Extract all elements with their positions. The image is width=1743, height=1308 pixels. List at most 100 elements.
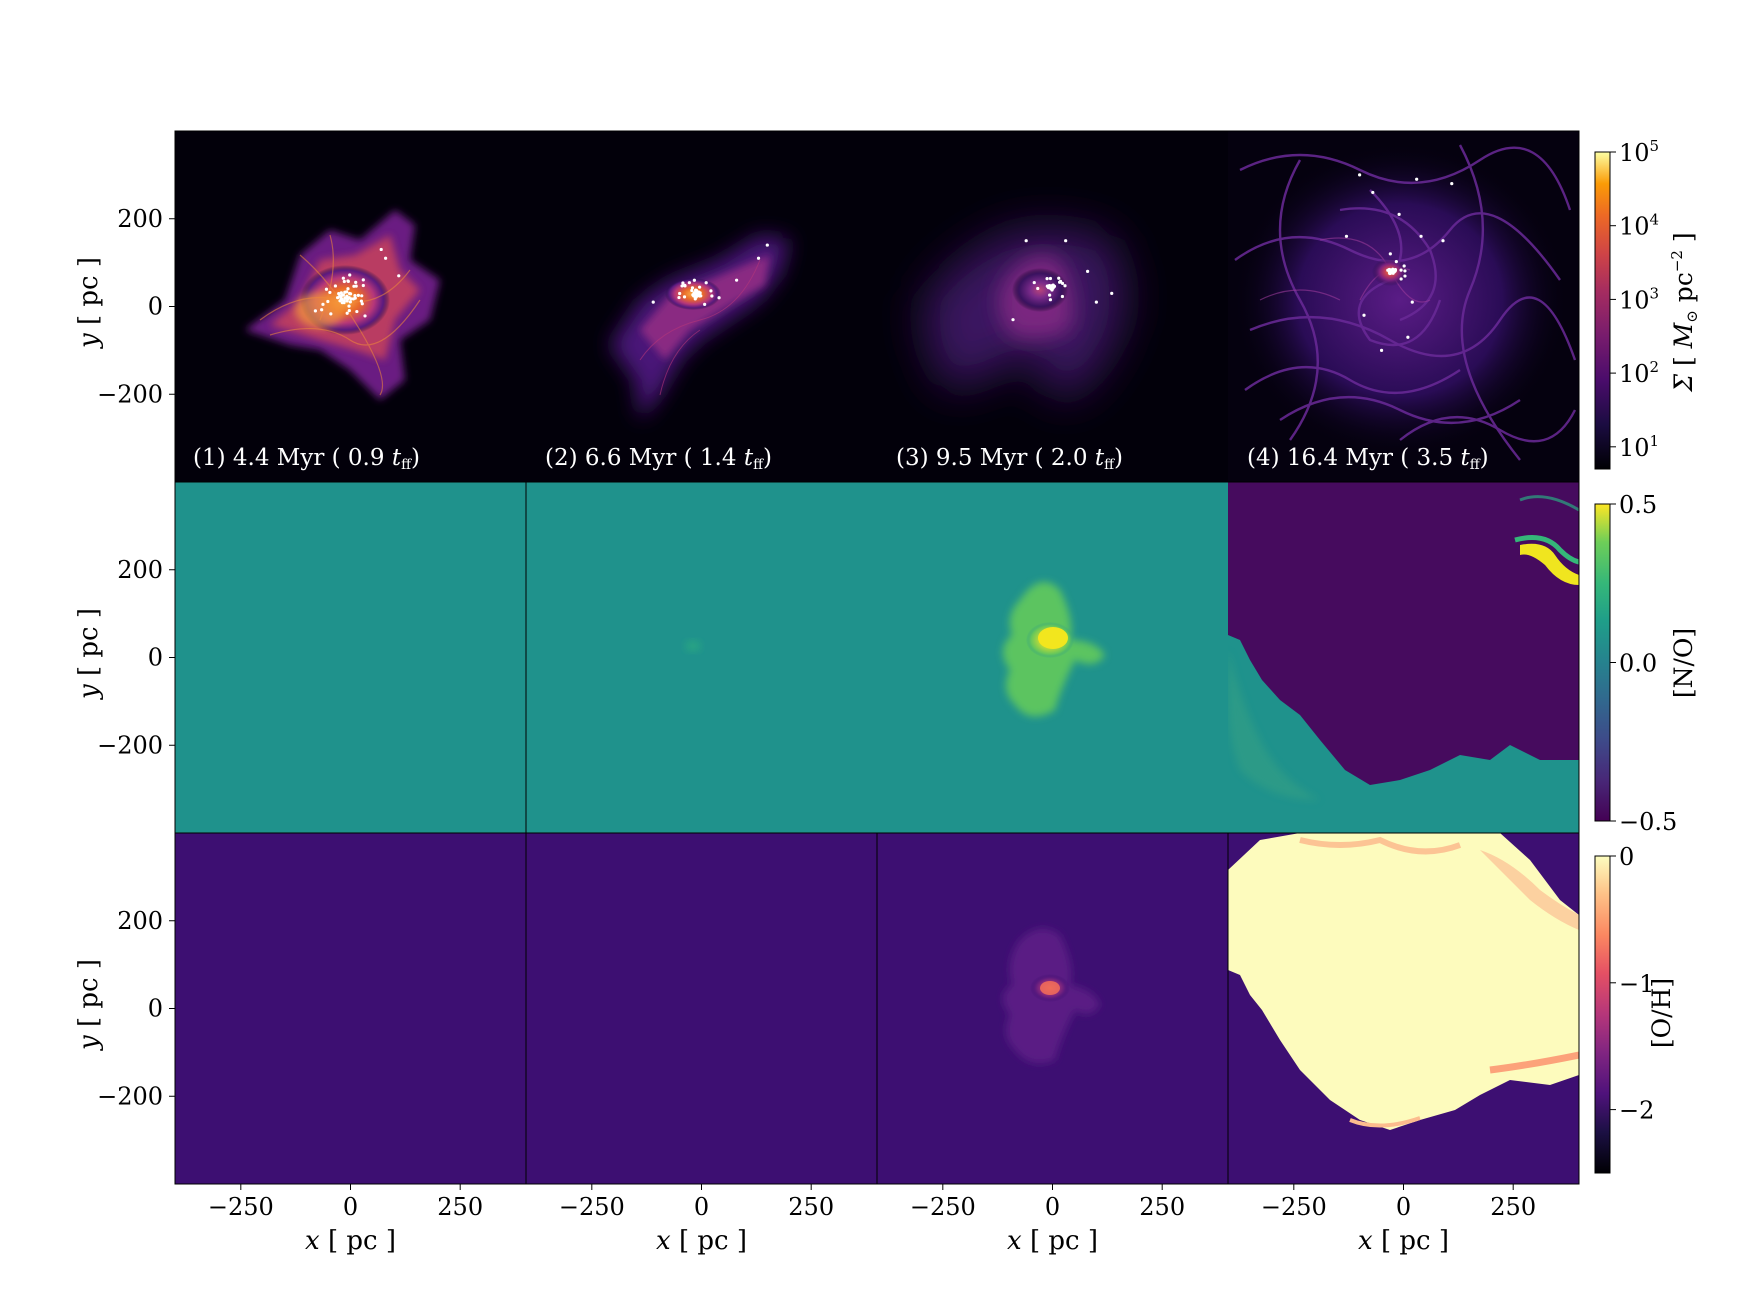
star-particle bbox=[1406, 335, 1410, 339]
y-tick-label: 0 bbox=[148, 644, 163, 672]
x-tick-label: −250 bbox=[208, 1193, 274, 1221]
colorbar-oxygen-hydrogen-bar bbox=[1594, 855, 1611, 1174]
colorbar-oxygen-hydrogen-ticks: 0 −1 −2 bbox=[1610, 843, 1654, 1125]
star-particle bbox=[1441, 239, 1445, 243]
star-particle bbox=[321, 302, 325, 306]
column-label-3: (3) 9.5 Myr ( 2.0 tff) bbox=[896, 445, 1123, 473]
star-particle bbox=[682, 295, 687, 299]
star-particle bbox=[1064, 239, 1068, 243]
star-particle bbox=[326, 299, 330, 304]
star-particle bbox=[354, 284, 358, 288]
colorbar-surface-density-ticks: 101 102 103 104 105 bbox=[1610, 137, 1659, 462]
y-tick-label: −200 bbox=[97, 1082, 163, 1110]
star-particle bbox=[690, 286, 695, 290]
colorbar-tick-label: 102 bbox=[1619, 358, 1659, 388]
star-particle bbox=[384, 256, 388, 260]
star-particle bbox=[1415, 177, 1419, 181]
x-axes: −250 0 250 x [ pc ] −250 0 250 x [ pc ] −250 0 250… bbox=[208, 1184, 1536, 1256]
star-particle bbox=[348, 273, 352, 277]
star-particle bbox=[1048, 276, 1053, 281]
star-particle bbox=[340, 301, 344, 305]
star-particle bbox=[343, 296, 347, 300]
star-particle bbox=[1362, 313, 1366, 317]
star-particle bbox=[1403, 274, 1407, 278]
colorbar-tick-label: −1 bbox=[1619, 970, 1654, 998]
star-particle bbox=[1110, 291, 1114, 295]
star-particles bbox=[313, 173, 1454, 352]
colorbar-nitrogen-oxygen-label: [N/O] bbox=[1669, 628, 1698, 698]
panel-r2-c1 bbox=[175, 482, 526, 833]
colorbar-tick-label: −2 bbox=[1619, 1097, 1654, 1125]
colorbar-tick-label: −0.5 bbox=[1619, 808, 1677, 836]
star-particle bbox=[696, 293, 701, 298]
row-2-nitrogen-oxygen bbox=[175, 482, 1579, 833]
star-particle bbox=[1397, 212, 1401, 216]
star-particle bbox=[1399, 277, 1403, 281]
gas-cloud-r1-c3 bbox=[924, 228, 1125, 400]
star-particle bbox=[765, 243, 769, 247]
x-tick-label: 250 bbox=[788, 1193, 834, 1221]
star-particle bbox=[1402, 264, 1406, 268]
x-axis-label: x [ pc ] bbox=[1007, 1226, 1098, 1256]
star-particle bbox=[345, 294, 349, 298]
x-tick-label: −250 bbox=[1261, 1193, 1327, 1221]
x-axis-label: x [ pc ] bbox=[305, 1226, 396, 1256]
star-particle bbox=[697, 290, 701, 294]
enriched-region-r2-c3 bbox=[1002, 582, 1105, 717]
star-particle bbox=[704, 281, 708, 285]
column-label-1: (1) 4.4 Myr ( 0.9 tff) bbox=[193, 445, 420, 473]
column-label-4: (4) 16.4 Myr ( 3.5 tff) bbox=[1247, 445, 1489, 473]
star-particle bbox=[1358, 173, 1362, 177]
colorbar-oxygen-hydrogen: 0 −1 −2 [O/H] bbox=[1594, 843, 1676, 1174]
star-particle bbox=[1048, 293, 1052, 297]
star-particle bbox=[343, 290, 347, 294]
star-particle bbox=[681, 281, 685, 285]
star-particle bbox=[347, 304, 351, 308]
star-particle bbox=[1024, 239, 1028, 243]
y-axis-label: y [ pc ] bbox=[74, 608, 104, 700]
row-3-oxygen-hydrogen bbox=[175, 833, 1579, 1184]
x-tick-label: −250 bbox=[559, 1193, 625, 1221]
star-particle bbox=[346, 279, 350, 283]
star-particle bbox=[1379, 348, 1384, 352]
star-particle bbox=[1063, 284, 1067, 288]
star-particle bbox=[348, 300, 352, 304]
star-particle bbox=[361, 278, 365, 282]
y-tick-label: −200 bbox=[97, 731, 163, 759]
x-tick-label: 0 bbox=[1396, 1193, 1411, 1221]
x-tick-label: 250 bbox=[437, 1193, 483, 1221]
gas-filaments-r1-c4 bbox=[1230, 140, 1577, 461]
star-particle bbox=[324, 287, 329, 291]
star-particle bbox=[1388, 252, 1392, 256]
star-particle bbox=[360, 302, 364, 306]
star-particle bbox=[313, 309, 317, 313]
star-particle bbox=[354, 280, 358, 284]
x-tick-label: 250 bbox=[1139, 1193, 1185, 1221]
star-particle bbox=[345, 311, 349, 315]
column-label-2: (2) 6.6 Myr ( 1.4 tff) bbox=[545, 445, 772, 473]
star-particle bbox=[710, 294, 714, 298]
colorbar-tick-label: 0.0 bbox=[1619, 650, 1657, 678]
x-tick-label: 0 bbox=[343, 1193, 358, 1221]
star-particle bbox=[693, 297, 697, 301]
y-tick-label: 200 bbox=[117, 556, 163, 584]
star-particle bbox=[360, 294, 364, 298]
colorbar-surface-density: 101 102 103 104 105 Σ [ M⊙ pc−2 ] bbox=[1594, 137, 1701, 470]
star-particle bbox=[677, 295, 681, 300]
colorbar-oxygen-hydrogen-label: [O/H] bbox=[1647, 978, 1676, 1048]
star-particle bbox=[1050, 283, 1054, 288]
star-particle bbox=[340, 298, 344, 302]
x-tick-label: 250 bbox=[1490, 1193, 1536, 1221]
star-particle bbox=[1049, 286, 1053, 291]
star-particle bbox=[361, 283, 365, 288]
colorbar-tick-label: 101 bbox=[1619, 432, 1659, 462]
colorbar-tick-label: 105 bbox=[1619, 137, 1659, 167]
star-particle bbox=[359, 299, 363, 303]
star-particle bbox=[342, 279, 346, 284]
x-axis-label: x [ pc ] bbox=[1358, 1226, 1449, 1256]
star-particle bbox=[346, 287, 350, 291]
row-1-surface-density: (1) 4.4 Myr ( 0.9 tff) (2) 6.6 Myr ( 1.4… bbox=[175, 131, 1579, 482]
panel-frames bbox=[174, 130, 1580, 1185]
star-particle bbox=[651, 300, 655, 304]
